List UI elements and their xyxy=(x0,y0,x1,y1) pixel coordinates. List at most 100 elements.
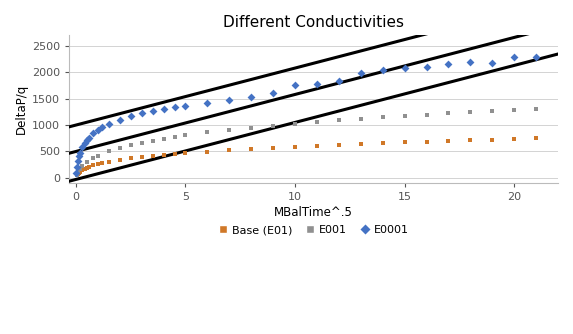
Point xyxy=(80,141,89,146)
Point xyxy=(246,94,256,99)
Point xyxy=(104,149,113,154)
Point xyxy=(76,166,85,172)
Point xyxy=(444,111,453,116)
Point xyxy=(73,158,83,163)
Point xyxy=(378,141,387,146)
Point xyxy=(466,110,475,115)
Point xyxy=(532,136,541,141)
Point xyxy=(422,64,431,70)
Point xyxy=(115,157,124,163)
Point xyxy=(378,67,387,73)
Point xyxy=(115,117,124,122)
Point xyxy=(76,150,85,155)
Point xyxy=(225,127,234,133)
Point xyxy=(80,166,89,171)
Point xyxy=(291,121,300,126)
Point xyxy=(291,144,300,149)
Point xyxy=(159,152,168,158)
Point xyxy=(170,134,179,140)
Point xyxy=(356,70,366,76)
Point xyxy=(73,171,83,176)
Point xyxy=(97,160,107,166)
Point xyxy=(269,123,278,128)
Point xyxy=(76,169,85,174)
Point xyxy=(246,146,256,152)
Point xyxy=(269,90,278,96)
Point xyxy=(148,153,157,159)
Point xyxy=(73,170,83,175)
Point xyxy=(246,125,256,130)
Point xyxy=(84,135,93,140)
Point xyxy=(466,59,475,64)
Point xyxy=(356,141,366,147)
Point xyxy=(334,142,343,148)
Point xyxy=(104,121,113,127)
Point xyxy=(509,107,519,113)
Point xyxy=(356,116,366,122)
Legend: Base (E01), E001, E0001: Base (E01), E001, E0001 xyxy=(214,221,413,240)
Point xyxy=(83,165,92,170)
Point xyxy=(509,54,519,60)
Point xyxy=(78,145,87,150)
Point xyxy=(509,136,519,142)
Point xyxy=(137,140,146,145)
Point xyxy=(126,142,135,148)
Point xyxy=(84,164,93,170)
Point xyxy=(93,128,103,133)
Point xyxy=(83,138,92,143)
Point xyxy=(488,60,497,65)
Point xyxy=(181,150,190,156)
Title: Different Conductivities: Different Conductivities xyxy=(223,15,404,30)
Point xyxy=(170,105,179,110)
Point xyxy=(291,82,300,88)
Point xyxy=(203,100,212,106)
Point xyxy=(466,138,475,143)
Point xyxy=(334,78,343,84)
Point xyxy=(400,140,409,145)
Point xyxy=(400,65,409,71)
Point xyxy=(532,106,541,111)
Point xyxy=(148,138,157,143)
X-axis label: MBalTime^.5: MBalTime^.5 xyxy=(274,206,353,219)
Point xyxy=(159,106,168,112)
Point xyxy=(312,143,321,148)
Point xyxy=(89,163,98,168)
Point xyxy=(74,170,84,175)
Point xyxy=(93,153,103,159)
Point xyxy=(269,145,278,150)
Point xyxy=(159,136,168,141)
Point xyxy=(89,131,98,136)
Point xyxy=(488,137,497,142)
Point xyxy=(444,138,453,144)
Point xyxy=(422,112,431,117)
Point xyxy=(312,81,321,87)
Point xyxy=(148,109,157,114)
Point xyxy=(115,145,124,151)
Point xyxy=(97,125,107,130)
Point xyxy=(137,111,146,116)
Point xyxy=(126,156,135,161)
Point xyxy=(104,159,113,164)
Point xyxy=(334,118,343,123)
Point xyxy=(203,130,212,135)
Point xyxy=(78,164,87,169)
Point xyxy=(126,114,135,119)
Point xyxy=(378,115,387,120)
Point xyxy=(312,119,321,125)
Point xyxy=(488,108,497,114)
Point xyxy=(137,154,146,160)
Point xyxy=(83,160,92,165)
Point xyxy=(72,170,81,175)
Point xyxy=(72,172,81,177)
Point xyxy=(93,161,103,167)
Point xyxy=(444,61,453,67)
Point xyxy=(422,139,431,144)
Point xyxy=(203,149,212,154)
Point xyxy=(89,155,98,161)
Point xyxy=(532,54,541,60)
Point xyxy=(225,97,234,103)
Point xyxy=(74,153,84,159)
Point xyxy=(78,167,87,173)
Point xyxy=(72,164,81,170)
Point xyxy=(181,133,190,138)
